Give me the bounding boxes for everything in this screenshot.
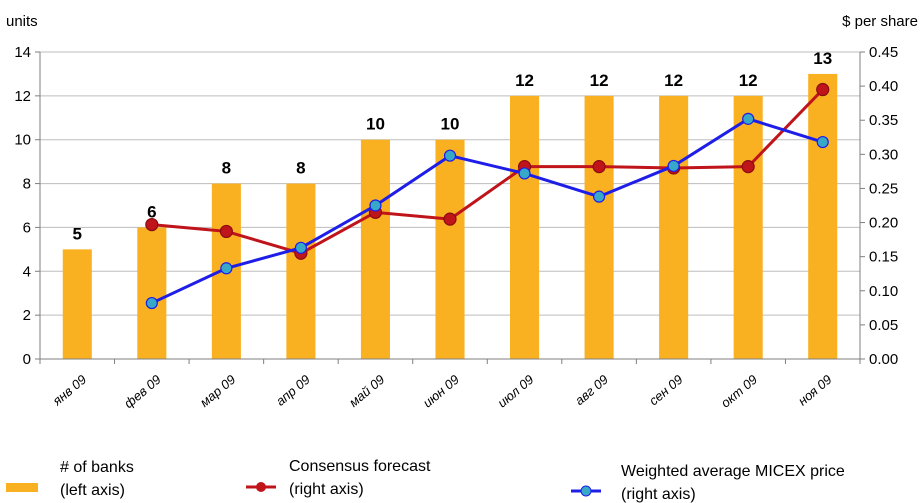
right-tick-label: 0.30 (869, 146, 898, 163)
bar-data-label: 10 (366, 115, 385, 134)
category-label: июн 09 (420, 372, 462, 411)
category-label: мар 09 (197, 372, 238, 410)
bar (659, 95, 689, 359)
left-tick-label: 6 (23, 219, 31, 236)
bar-data-label: 12 (515, 71, 534, 90)
left-axis-unit: units (6, 13, 38, 30)
right-tick-label: 0.20 (869, 215, 898, 232)
legend-label-banks-line1: # of banks (60, 459, 134, 476)
bar-data-label: 13 (813, 49, 832, 68)
series-point-0 (443, 212, 457, 226)
bar-data-labels: 5 6 8 8 10 10 12 12 12 12 13 (73, 49, 833, 243)
line-series (145, 82, 830, 310)
right-axis-ticks: 0.00 0.05 0.10 0.15 0.20 0.25 0.30 0.35 0.40 0.45 (860, 44, 898, 368)
right-tick-label: 0.25 (869, 180, 898, 197)
legend-item-micex: Weighted average MICEX price (right axis… (571, 463, 845, 503)
series-point-0 (741, 160, 755, 174)
series-point-1 (816, 135, 829, 149)
left-tick-label: 10 (14, 132, 31, 149)
series-point-1 (369, 199, 382, 212)
legend-item-banks: # of banks (left axis) (6, 459, 134, 499)
series-point-1 (518, 167, 531, 180)
right-tick-label: 0.35 (869, 112, 898, 129)
right-tick-label: 0.15 (869, 249, 898, 266)
bar (733, 95, 763, 359)
axes (39, 52, 861, 360)
legend-label-consensus-line2: (right axis) (289, 481, 364, 498)
legend-item-consensus: Consensus forecast (right axis) (246, 458, 431, 498)
legend-label-micex-line1: Weighted average MICEX price (621, 463, 845, 480)
series-line-0 (151, 88, 824, 255)
bar-data-label: 12 (590, 71, 609, 90)
right-tick-label: 0.00 (869, 351, 898, 368)
category-label: апр 09 (273, 372, 313, 409)
category-label: май 09 (346, 372, 387, 410)
series-point-1 (145, 296, 158, 310)
category-label: фев 09 (121, 372, 164, 411)
series-point-1 (742, 112, 755, 125)
category-label: авг 09 (572, 372, 611, 408)
series-point-0 (219, 224, 233, 239)
bar-data-label: 8 (222, 159, 231, 178)
legend-label-micex-line2: (right axis) (621, 486, 696, 503)
series-point-1 (294, 241, 308, 254)
category-label: июл 09 (495, 372, 537, 411)
legend-consensus-marker (256, 482, 266, 492)
bar-data-label: 6 (147, 202, 156, 221)
bar (286, 183, 316, 359)
category-label: янв 09 (49, 372, 89, 409)
series-point-1 (443, 149, 457, 162)
bar (808, 73, 838, 359)
left-tick-label: 8 (23, 176, 31, 193)
bar-data-label: 8 (296, 159, 305, 178)
bar (137, 227, 167, 359)
bar (435, 139, 465, 359)
bar-series (62, 73, 838, 359)
bar (510, 95, 540, 359)
category-label: окт 09 (718, 372, 760, 411)
series-point-1 (667, 159, 680, 173)
legend-micex-marker (580, 485, 592, 497)
series-point-0 (592, 160, 606, 174)
legend-label-consensus-line1: Consensus forecast (289, 458, 431, 475)
right-tick-label: 0.05 (869, 317, 898, 334)
bar-data-label: 12 (664, 71, 683, 90)
legend-bar-swatch (6, 483, 38, 492)
series-point-0 (816, 82, 830, 97)
category-label: сен 09 (646, 372, 685, 409)
bar (584, 95, 614, 359)
series-point-1 (220, 262, 233, 275)
left-tick-label: 0 (23, 351, 31, 368)
right-tick-label: 0.40 (869, 78, 898, 95)
right-tick-label: 0.10 (869, 283, 898, 300)
bar-data-label: 5 (73, 224, 82, 243)
series-point-1 (592, 190, 606, 203)
left-tick-label: 2 (23, 307, 31, 324)
bar-data-label: 10 (441, 115, 460, 134)
left-tick-label: 14 (14, 44, 31, 61)
legend-label-banks-line2: (left axis) (60, 482, 125, 499)
series-point-0 (145, 218, 159, 232)
series-line-1 (151, 117, 824, 305)
bar (360, 139, 390, 359)
bar-data-label: 12 (739, 71, 758, 90)
right-axis-unit: $ per share (842, 13, 918, 30)
legend: # of banks (left axis) Consensus forecas… (6, 458, 845, 503)
category-label: ноя 09 (795, 372, 835, 409)
left-tick-label: 4 (23, 263, 31, 280)
category-ticks: янв 09 фев 09 мар 09 апр 09 май 09 июн 09 июл … (39, 359, 861, 411)
bar (62, 249, 92, 359)
right-tick-label: 0.45 (869, 44, 898, 61)
left-axis-ticks: 0 2 4 6 8 10 12 14 (14, 44, 40, 368)
left-tick-label: 12 (14, 88, 31, 105)
